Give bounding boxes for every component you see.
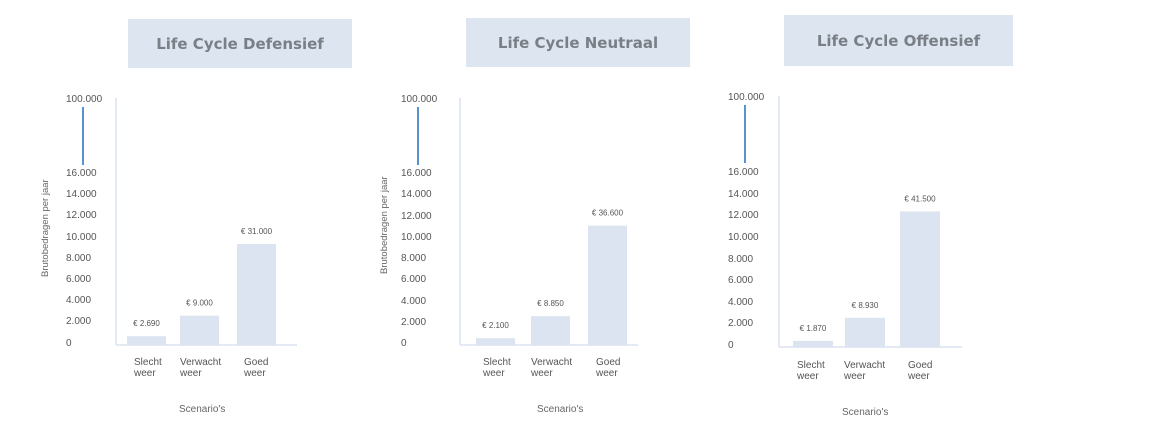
data-label: € 1.870 xyxy=(800,324,827,333)
bar xyxy=(237,243,276,345)
y-tick: 2.000 xyxy=(401,317,427,328)
y-tick: 2.000 xyxy=(66,316,92,327)
y-tick: 4.000 xyxy=(66,295,92,306)
y-tick: 12.000 xyxy=(728,210,759,221)
data-label: € 2.690 xyxy=(133,319,160,328)
data-label: € 36.600 xyxy=(592,209,624,218)
x-axis-title: Scenario's xyxy=(179,404,226,415)
y-tick: 12.000 xyxy=(66,210,97,221)
x-category-label: Slecht weer xyxy=(797,360,825,382)
y-tick: 6.000 xyxy=(728,275,754,286)
bar-plot-area: € 2.690 € 9.000 € 31.000 xyxy=(82,98,297,346)
y-tick: 6.000 xyxy=(66,274,92,285)
bar xyxy=(793,340,833,347)
bar xyxy=(476,338,515,345)
chart-title: Life Cycle Defensief xyxy=(128,19,352,68)
y-tick: 14.000 xyxy=(728,189,759,200)
x-category-label: Goed weer xyxy=(244,357,269,379)
x-category-label: Slecht weer xyxy=(134,357,162,379)
bar xyxy=(127,336,166,345)
data-label: € 9.000 xyxy=(186,299,213,308)
y-tick-top: 100.000 xyxy=(728,92,765,103)
bar xyxy=(531,316,570,345)
x-category-label: Slecht weer xyxy=(483,357,511,379)
y-tick: 0 xyxy=(66,338,72,349)
y-tick: 12.000 xyxy=(401,211,432,222)
x-category-label: Verwacht weer xyxy=(844,360,886,382)
y-tick: 6.000 xyxy=(401,274,427,285)
x-category-label: Goed weer xyxy=(908,360,933,382)
y-tick: 16.000 xyxy=(66,168,97,179)
x-category-label: Goed weer xyxy=(596,357,621,379)
y-tick: 10.000 xyxy=(401,232,432,243)
bar xyxy=(180,315,219,345)
y-tick: 4.000 xyxy=(728,297,754,308)
x-axis-title: Scenario's xyxy=(842,407,889,418)
chart-panel-defensief: Life Cycle Defensief 100.000 Brutobedrag… xyxy=(0,0,383,433)
data-label: € 2.100 xyxy=(482,321,509,330)
y-tick: 0 xyxy=(401,338,407,349)
y-tick-top: 100.000 xyxy=(66,94,103,105)
y-tick: 10.000 xyxy=(66,232,97,243)
y-tick: 4.000 xyxy=(401,296,427,307)
y-tick: 10.000 xyxy=(728,232,759,243)
bar xyxy=(845,317,885,347)
y-tick-top: 100.000 xyxy=(401,94,438,105)
x-category-label: Verwacht weer xyxy=(531,357,573,379)
x-axis-title: Scenario's xyxy=(537,404,584,415)
y-tick: 8.000 xyxy=(66,253,92,264)
data-label: € 31.000 xyxy=(241,227,273,236)
bar xyxy=(588,225,627,345)
y-tick: 14.000 xyxy=(66,189,97,200)
data-label: € 8.850 xyxy=(537,299,564,308)
y-tick: 16.000 xyxy=(728,167,759,178)
bar xyxy=(900,211,940,347)
chart-title: Life Cycle Offensief xyxy=(784,15,1013,66)
y-tick: 8.000 xyxy=(401,253,427,264)
y-tick: 14.000 xyxy=(401,189,432,200)
chart-title: Life Cycle Neutraal xyxy=(466,18,690,67)
data-label: € 41.500 xyxy=(904,194,936,203)
y-tick: 2.000 xyxy=(728,318,754,329)
x-category-label: Verwacht weer xyxy=(180,357,222,379)
y-tick: 0 xyxy=(728,340,734,351)
y-tick: 8.000 xyxy=(728,254,754,265)
data-label: € 8.930 xyxy=(852,301,879,310)
y-tick: 16.000 xyxy=(401,168,432,179)
